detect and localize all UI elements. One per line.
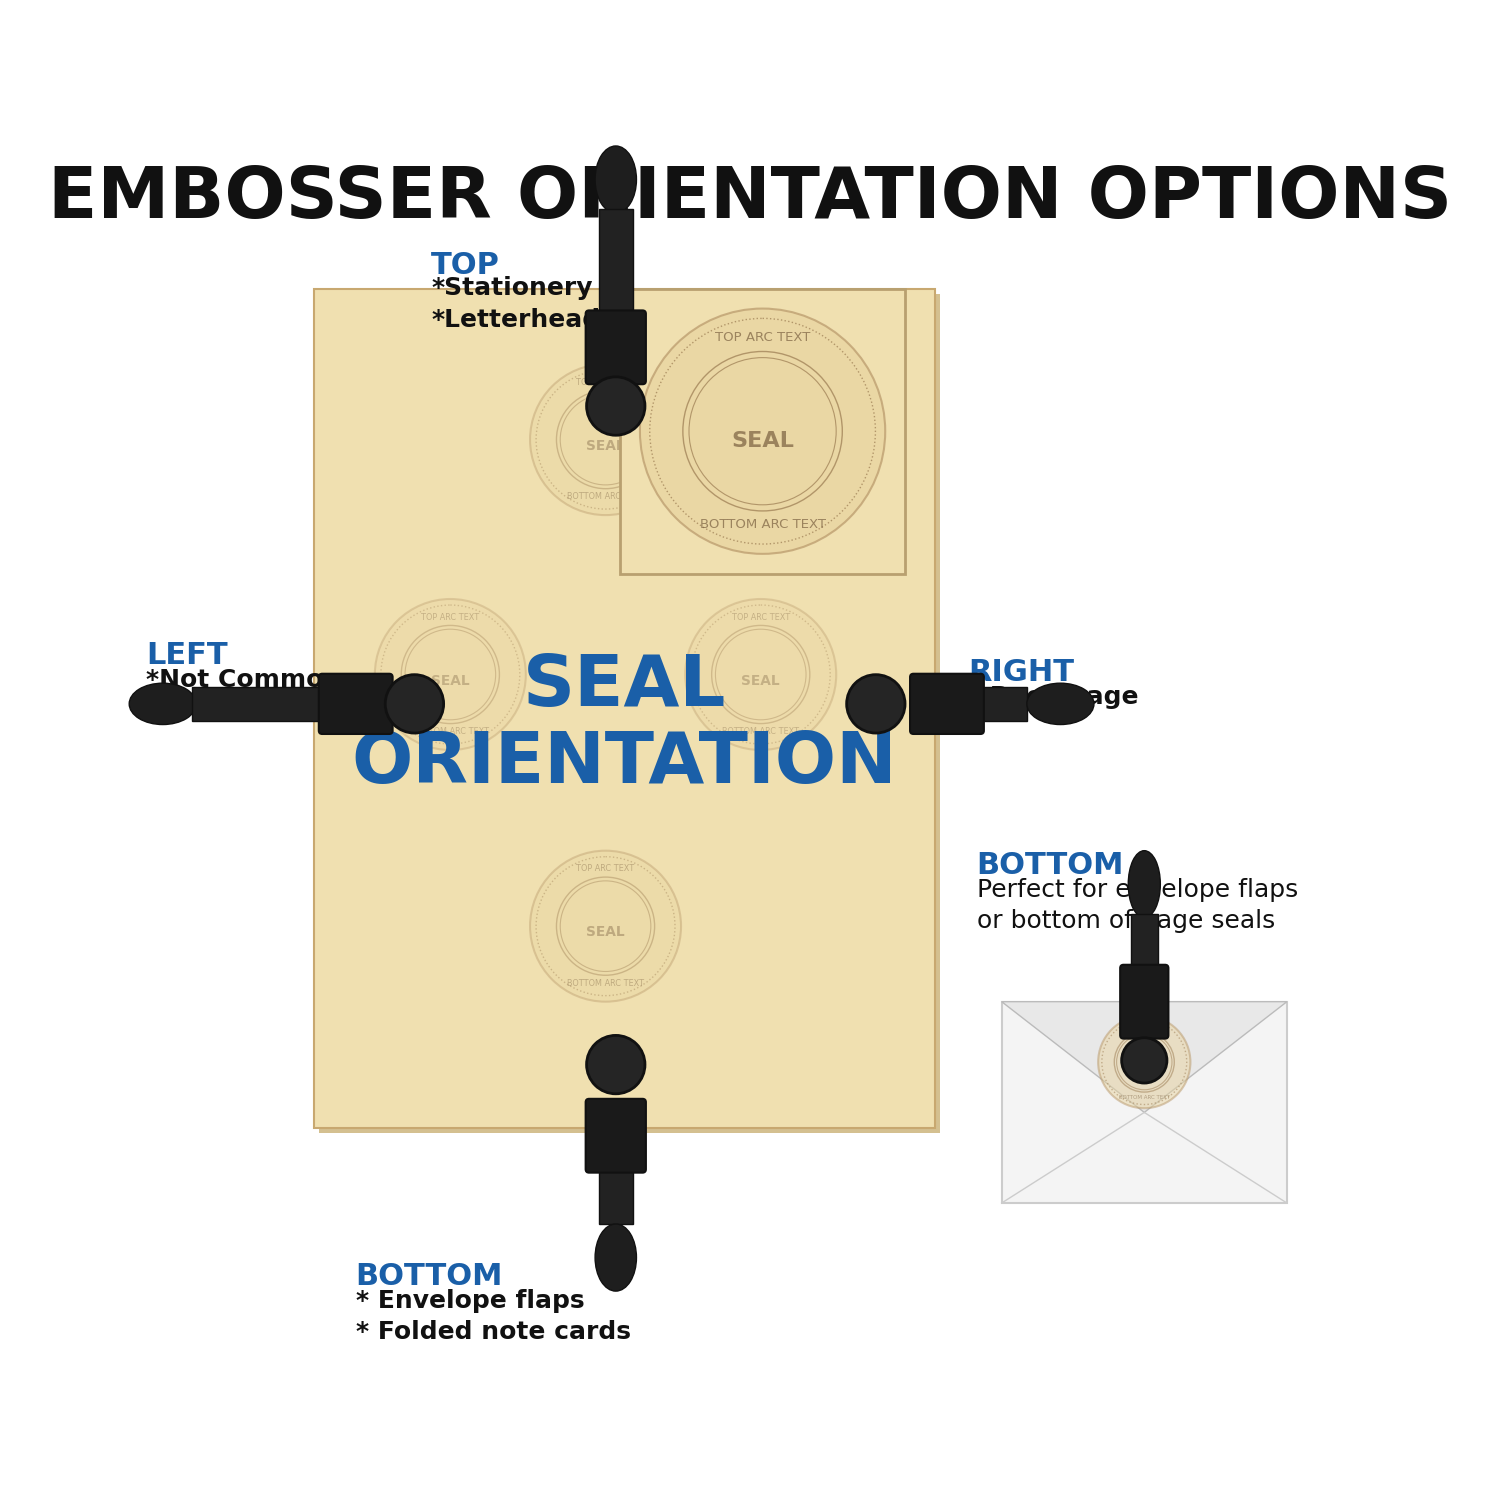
Text: TOP ARC TEXT: TOP ARC TEXT (576, 864, 634, 873)
Circle shape (586, 376, 645, 435)
Ellipse shape (596, 146, 636, 213)
FancyBboxPatch shape (598, 209, 633, 330)
Text: SEAL: SEAL (586, 438, 626, 453)
Text: BOTTOM ARC TEXT: BOTTOM ARC TEXT (567, 492, 644, 501)
FancyBboxPatch shape (320, 294, 939, 1132)
Text: * Book page: * Book page (968, 684, 1138, 708)
Text: EMBOSSER ORIENTATION OPTIONS: EMBOSSER ORIENTATION OPTIONS (48, 165, 1452, 234)
Text: BOTTOM: BOTTOM (356, 1262, 503, 1290)
Text: SEAL
ORIENTATION: SEAL ORIENTATION (351, 652, 897, 798)
Circle shape (846, 675, 904, 734)
FancyBboxPatch shape (598, 1170, 633, 1224)
Circle shape (530, 850, 681, 1002)
Text: Perfect for envelope flaps
or bottom of page seals: Perfect for envelope flaps or bottom of … (976, 878, 1298, 933)
FancyBboxPatch shape (1120, 964, 1168, 1038)
Text: TOP ARC TEXT: TOP ARC TEXT (716, 332, 810, 345)
Text: SEAL: SEAL (586, 926, 626, 939)
FancyBboxPatch shape (585, 1100, 646, 1173)
Circle shape (530, 364, 681, 514)
FancyBboxPatch shape (192, 687, 339, 722)
Text: RIGHT: RIGHT (968, 657, 1074, 687)
Text: SEAL: SEAL (1132, 1062, 1156, 1071)
Text: LEFT: LEFT (146, 640, 228, 670)
Text: BOTTOM: BOTTOM (976, 850, 1124, 879)
Text: * Envelope flaps
* Folded note cards: * Envelope flaps * Folded note cards (356, 1288, 630, 1344)
Ellipse shape (596, 1224, 636, 1292)
Text: TOP ARC TEXT: TOP ARC TEXT (732, 612, 790, 621)
Text: TOP: TOP (430, 251, 500, 280)
Text: BOTTOM ARC TEXT: BOTTOM ARC TEXT (567, 980, 644, 988)
Text: SEAL: SEAL (741, 674, 780, 687)
Polygon shape (1002, 1002, 1287, 1113)
FancyBboxPatch shape (1002, 1002, 1287, 1203)
FancyBboxPatch shape (910, 674, 984, 734)
FancyBboxPatch shape (314, 288, 934, 1128)
Circle shape (686, 598, 836, 750)
Circle shape (386, 675, 444, 734)
Circle shape (1122, 1038, 1167, 1083)
Circle shape (586, 1035, 645, 1094)
Ellipse shape (129, 682, 196, 724)
Circle shape (375, 598, 526, 750)
FancyBboxPatch shape (620, 288, 904, 574)
Text: *Not Common: *Not Common (146, 668, 340, 692)
Text: SEAL: SEAL (430, 674, 470, 687)
Text: SEAL: SEAL (730, 430, 794, 451)
Circle shape (1098, 1016, 1191, 1108)
FancyBboxPatch shape (1131, 914, 1158, 986)
Ellipse shape (1128, 850, 1161, 918)
Text: BOTTOM ARC TEXT: BOTTOM ARC TEXT (1119, 1095, 1170, 1100)
Text: BOTTOM ARC TEXT: BOTTOM ARC TEXT (413, 728, 489, 736)
Text: BOTTOM ARC TEXT: BOTTOM ARC TEXT (722, 728, 800, 736)
Ellipse shape (1028, 682, 1094, 724)
Text: *Stationery
*Letterhead: *Stationery *Letterhead (430, 276, 600, 332)
FancyBboxPatch shape (320, 674, 393, 734)
FancyBboxPatch shape (585, 310, 646, 384)
Text: TOP ARC TEXT: TOP ARC TEXT (1125, 1024, 1164, 1029)
Text: BOTTOM ARC TEXT: BOTTOM ARC TEXT (699, 518, 825, 531)
FancyBboxPatch shape (981, 687, 1028, 722)
Text: TOP ARC TEXT: TOP ARC TEXT (576, 378, 634, 387)
Circle shape (640, 309, 885, 554)
Text: TOP ARC TEXT: TOP ARC TEXT (422, 612, 480, 621)
